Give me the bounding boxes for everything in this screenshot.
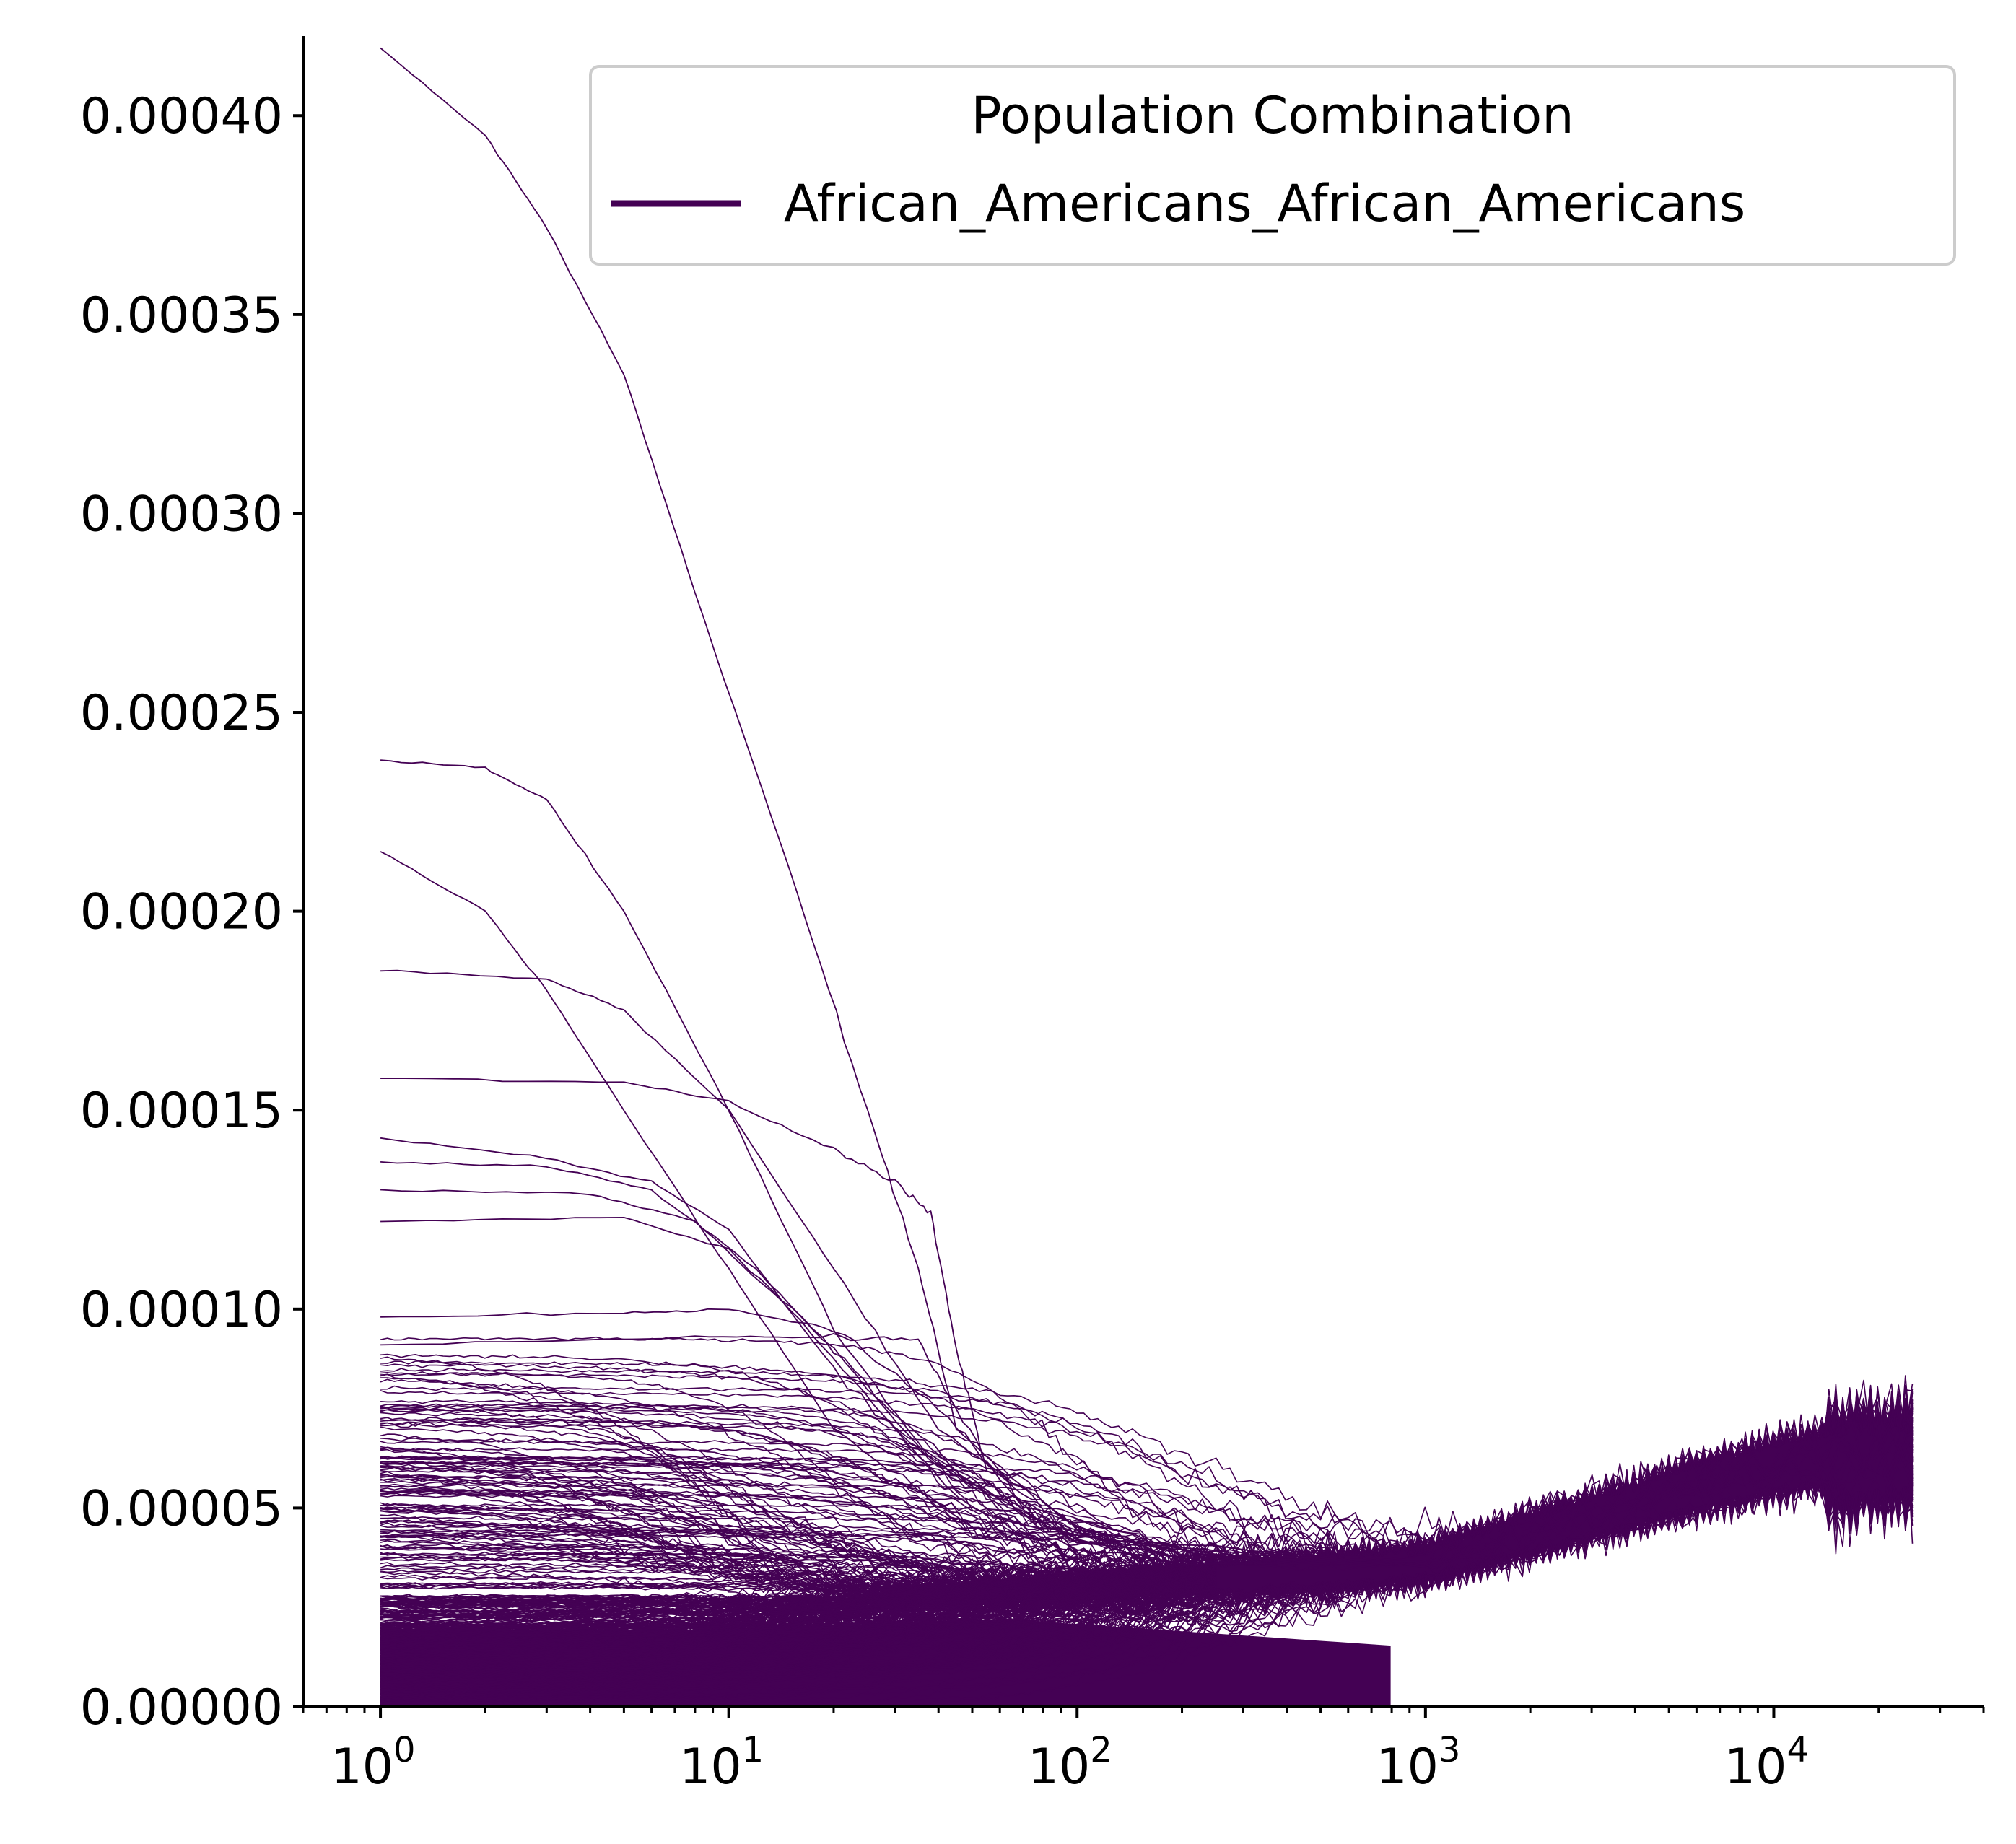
x-tick-base: 10	[1028, 1739, 1091, 1796]
x-tick-base: 10	[1724, 1739, 1787, 1796]
highlighted-series-line	[380, 851, 1914, 1573]
legend: Population Combination African_Americans…	[589, 65, 1956, 266]
x-tick-label: 104	[1724, 1730, 1809, 1796]
legend-label: African_Americans_African_Americans	[784, 174, 1745, 233]
highlighted-series-line	[380, 1078, 1914, 1568]
legend-box	[589, 65, 1956, 266]
x-tick-exponent: 3	[1439, 1730, 1461, 1770]
x-tick-label: 100	[331, 1730, 416, 1796]
highlighted-series-line	[380, 1333, 1914, 1579]
highlighted-series-line	[380, 1189, 1914, 1587]
x-tick-exponent: 1	[742, 1730, 764, 1770]
legend-title: Population Combination	[971, 86, 1574, 145]
x-tick-label: 101	[679, 1730, 764, 1796]
y-tick-label: 0.00025	[80, 685, 283, 742]
x-tick-label: 103	[1376, 1730, 1460, 1796]
x-tick-base: 10	[1376, 1739, 1439, 1796]
x-tick-base: 10	[679, 1739, 742, 1796]
series-lines	[380, 47, 1914, 1708]
x-tick-base: 10	[331, 1739, 394, 1796]
y-tick-label: 0.00010	[80, 1282, 283, 1339]
x-tick-label: 102	[1028, 1730, 1112, 1796]
highlighted-series-line	[380, 1217, 1914, 1563]
y-tick-label: 0.00030	[80, 486, 283, 543]
highlighted-series-line	[380, 969, 1914, 1577]
x-tick-exponent: 4	[1786, 1730, 1809, 1770]
x-tick-exponent: 2	[1090, 1730, 1112, 1770]
y-axis-ticks: 0.00000 0.00005 0.00010 0.00015 0.00020 0.000…	[80, 88, 303, 1736]
y-tick-label: 0.00005	[80, 1480, 283, 1537]
highlighted-series-line	[380, 1161, 1914, 1569]
x-tick-exponent: 0	[393, 1730, 416, 1770]
highlighted-series-line	[380, 1308, 1913, 1571]
y-tick-label: 0.00020	[80, 884, 283, 941]
y-tick-label: 0.00040	[80, 88, 283, 145]
highlighted-series-line	[380, 759, 1914, 1570]
x-axis-ticks: 100 101 102 103 104	[302, 1707, 1985, 1796]
y-tick-label: 0.00000	[80, 1679, 283, 1736]
y-tick-label: 0.00035	[80, 287, 283, 344]
highlighted-series-line	[380, 47, 1914, 1571]
y-tick-label: 0.00015	[80, 1083, 283, 1140]
